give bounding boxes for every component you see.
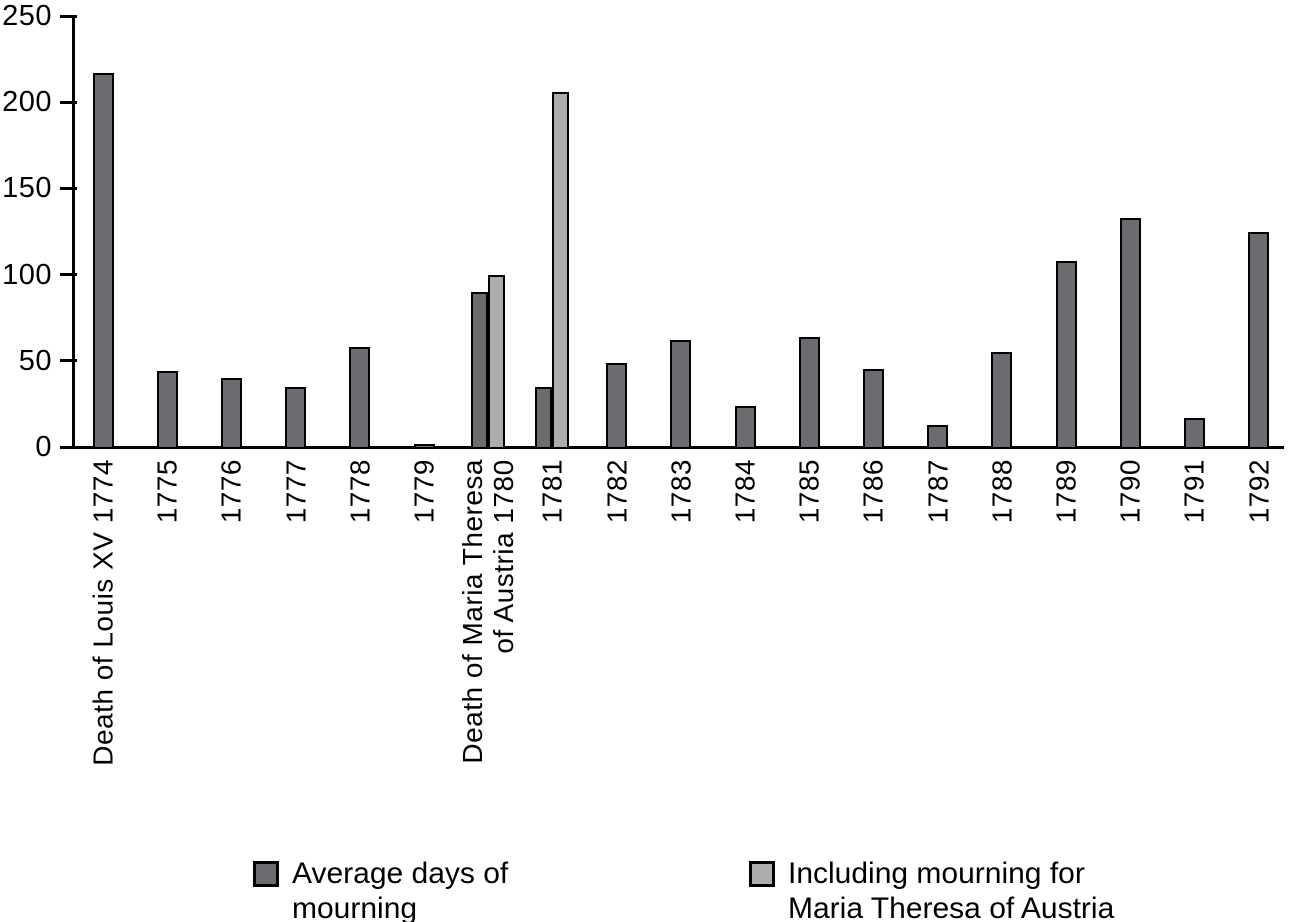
bar-dark-1792: [1248, 231, 1270, 447]
legend-swatch-light: [749, 861, 775, 887]
x-axis-label-1779: 1779: [408, 459, 440, 524]
x-axis-label-1781: 1781: [536, 459, 568, 524]
x-axis-label-1778: 1778: [344, 459, 376, 524]
legend-label-line: Average days of: [292, 857, 509, 890]
bar-dark-1777: [285, 386, 307, 447]
y-axis-tick-label-50: 50: [18, 344, 52, 377]
bar-dark-1775: [156, 371, 178, 447]
bar-dark-1787: [927, 424, 949, 447]
bar-dark-1778: [349, 347, 371, 447]
bar-dark-1776: [220, 378, 242, 447]
x-axis-label-1775: 1775: [151, 459, 183, 524]
legend-entry-average-days: Average days of mourning: [253, 856, 508, 922]
y-axis-tick-label-250: 250: [2, 0, 52, 32]
y-axis-tick-label-100: 100: [2, 258, 52, 291]
y-axis-tick-150: [60, 186, 77, 190]
x-axis-label-1787: 1787: [922, 459, 954, 524]
bar-dark-1781: [535, 386, 553, 447]
bar-dark-1782: [606, 362, 628, 447]
y-axis-tick-label-0: 0: [35, 431, 52, 463]
legend-swatch-dark: [253, 861, 279, 887]
bar-light-1781: [552, 91, 570, 447]
x-axis-label-1786: 1786: [857, 459, 889, 524]
bar-dark-1783: [670, 340, 692, 447]
y-axis-tick-250: [60, 14, 77, 18]
legend-label-line: Maria Theresa of Austria: [788, 892, 1115, 922]
y-axis-line: [72, 15, 75, 448]
x-axis-label-1774: Death of Louis XV 1774: [87, 459, 119, 766]
x-axis-label-1790: 1790: [1114, 459, 1146, 524]
bar-dark-1790: [1119, 217, 1141, 447]
x-axis-label-1780: Death of Maria Theresa of Austria 1780: [457, 459, 520, 764]
x-axis-label-1785: 1785: [793, 459, 825, 524]
bar-light-1780: [488, 274, 506, 447]
y-axis-tick-50: [60, 359, 77, 363]
bar-dark-1780: [471, 291, 489, 447]
legend-label-average-days: Average days of mourning: [292, 856, 508, 922]
y-axis-tick-100: [60, 273, 77, 277]
bar-dark-1789: [1055, 260, 1077, 447]
bar-dark-1779: [413, 443, 435, 447]
legend-label-line: mourning: [292, 892, 418, 922]
x-axis-label-1789: 1789: [1050, 459, 1082, 524]
legend-label-line: Including mourning for: [788, 857, 1085, 890]
x-axis-label-1776: 1776: [215, 459, 247, 524]
x-axis-label-1782: 1782: [601, 459, 633, 524]
bar-dark-1786: [862, 369, 884, 447]
bar-dark-1785: [798, 336, 820, 447]
bar-dark-1774: [92, 72, 114, 447]
y-axis-tick-label-200: 200: [2, 86, 52, 119]
x-axis-label-1783: 1783: [665, 459, 697, 524]
legend-entry-including-maria-theresa: Including mourning for Maria Theresa of A…: [749, 856, 1114, 922]
legend-label-including-maria-theresa: Including mourning for Maria Theresa of A…: [788, 856, 1114, 922]
x-axis-label-1784: 1784: [729, 459, 761, 524]
x-axis-line: [60, 445, 1284, 449]
x-axis-label-1792: 1792: [1243, 459, 1275, 524]
x-axis-label-1791: 1791: [1178, 459, 1210, 524]
y-axis-tick-label-150: 150: [2, 172, 52, 205]
bar-dark-1788: [991, 352, 1013, 447]
y-axis-tick-200: [60, 100, 77, 104]
x-axis-label-1788: 1788: [986, 459, 1018, 524]
bar-dark-1791: [1183, 417, 1205, 447]
bar-dark-1784: [734, 405, 756, 447]
x-axis-label-1777: 1777: [280, 459, 312, 524]
